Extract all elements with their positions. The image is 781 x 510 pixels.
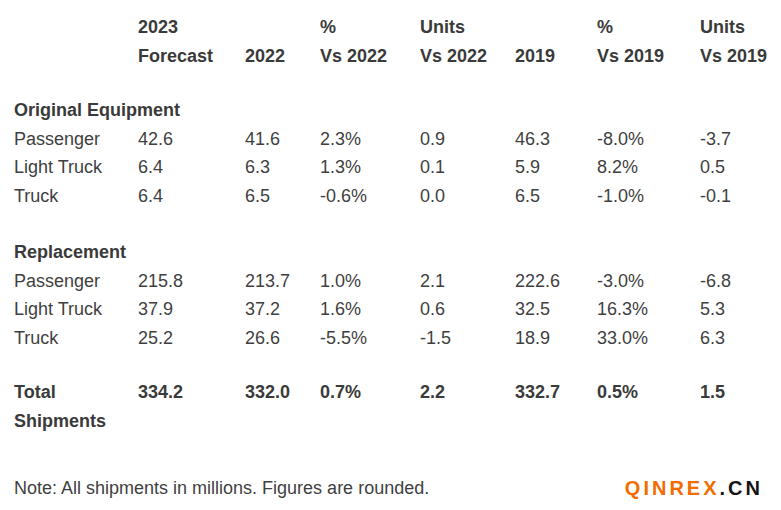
table-cell: 33.0% bbox=[597, 324, 700, 353]
table-cell: -0.6% bbox=[320, 182, 420, 211]
tire-shipments-table-page: 2023 Forecast 2022 % Vs 2022 Units Vs 20… bbox=[0, 0, 781, 510]
table-cell: -0.1 bbox=[700, 182, 781, 211]
table-cell: 5.9 bbox=[515, 153, 597, 182]
table-cell: -3.7 bbox=[700, 125, 781, 154]
table-cell: 6.5 bbox=[515, 182, 597, 211]
table-cell: 0.5% bbox=[597, 378, 700, 407]
header-line: Forecast bbox=[138, 42, 245, 71]
footnote: Note: All shipments in millions. Figures… bbox=[14, 478, 429, 499]
table-cell: 16.3% bbox=[597, 295, 700, 324]
table-cell: 1.0% bbox=[320, 267, 420, 296]
table-cell: 332.7 bbox=[515, 378, 597, 407]
section-title-original-equipment: Original Equipment bbox=[14, 96, 781, 125]
row-label: Light Truck bbox=[14, 295, 138, 324]
table-cell: 213.7 bbox=[245, 267, 320, 296]
row-label: Truck bbox=[14, 182, 138, 211]
header-units-vs-2019: Units Vs 2019 bbox=[700, 13, 781, 71]
table-cell: -1.5 bbox=[420, 324, 515, 353]
total-row-label: Total Shipments bbox=[14, 378, 124, 435]
table-cell: 0.6 bbox=[420, 295, 515, 324]
table-cell: 8.2% bbox=[597, 153, 700, 182]
table-row: Passenger 42.6 41.6 2.3% 0.9 46.3 -8.0% … bbox=[14, 125, 781, 154]
table-cell: -6.8 bbox=[700, 267, 781, 296]
table-row: Truck 25.2 26.6 -5.5% -1.5 18.9 33.0% 6.… bbox=[14, 324, 781, 353]
table-cell: 5.3 bbox=[700, 295, 781, 324]
header-line: Vs 2022 bbox=[320, 42, 420, 71]
table-header-row: 2023 Forecast 2022 % Vs 2022 Units Vs 20… bbox=[14, 13, 781, 71]
section-original-equipment: Original Equipment Passenger 42.6 41.6 2… bbox=[14, 96, 781, 210]
header-line: % bbox=[320, 13, 420, 42]
table-row: Passenger 215.8 213.7 1.0% 2.1 222.6 -3.… bbox=[14, 267, 781, 296]
qinrex-logo: QINREX.CN bbox=[625, 477, 763, 500]
table-row: Truck 6.4 6.5 -0.6% 0.0 6.5 -1.0% -0.1 bbox=[14, 182, 781, 211]
table-cell: 2.1 bbox=[420, 267, 515, 296]
logo-suffix-text: .CN bbox=[720, 477, 763, 499]
total-shipments-row: Total Shipments 334.2 332.0 0.7% 2.2 332… bbox=[14, 378, 781, 435]
header-line: Units bbox=[420, 13, 515, 42]
table-cell: 25.2 bbox=[138, 324, 245, 353]
section-replacement: Replacement Passenger 215.8 213.7 1.0% 2… bbox=[14, 238, 781, 352]
header-line: 2022 bbox=[245, 42, 320, 71]
table-cell: 334.2 bbox=[138, 378, 245, 407]
table-cell: 222.6 bbox=[515, 267, 597, 296]
table-cell: 0.7% bbox=[320, 378, 420, 407]
table-cell: 6.3 bbox=[700, 324, 781, 353]
row-label: Truck bbox=[14, 324, 138, 353]
header-line: Vs 2019 bbox=[700, 42, 781, 71]
footer: Note: All shipments in millions. Figures… bbox=[14, 477, 763, 500]
logo-brand-text: QINREX bbox=[625, 477, 720, 499]
table-cell: 37.2 bbox=[245, 295, 320, 324]
table-cell: 6.4 bbox=[138, 153, 245, 182]
header-line: Vs 2022 bbox=[420, 42, 515, 71]
section-title-replacement: Replacement bbox=[14, 238, 781, 267]
header-pct-vs-2022: % Vs 2022 bbox=[320, 13, 420, 71]
table-cell: 0.0 bbox=[420, 182, 515, 211]
table-cell: 32.5 bbox=[515, 295, 597, 324]
header-2023-forecast: 2023 Forecast bbox=[138, 13, 245, 71]
table-cell: 6.4 bbox=[138, 182, 245, 211]
table-cell: 1.5 bbox=[700, 378, 781, 407]
header-corner-empty bbox=[14, 13, 138, 71]
table-cell: 0.1 bbox=[420, 153, 515, 182]
table-cell: 18.9 bbox=[515, 324, 597, 353]
row-label: Passenger bbox=[14, 267, 138, 296]
header-units-vs-2022: Units Vs 2022 bbox=[420, 13, 515, 71]
table-cell: 0.9 bbox=[420, 125, 515, 154]
header-line: % bbox=[597, 13, 700, 42]
row-label: Light Truck bbox=[14, 153, 138, 182]
table-cell: -8.0% bbox=[597, 125, 700, 154]
table-cell: 6.3 bbox=[245, 153, 320, 182]
header-pct-vs-2019: % Vs 2019 bbox=[597, 13, 700, 71]
table-row: Light Truck 37.9 37.2 1.6% 0.6 32.5 16.3… bbox=[14, 295, 781, 324]
header-line: 2023 bbox=[138, 13, 245, 42]
table-cell: 332.0 bbox=[245, 378, 320, 407]
header-2022: 2022 bbox=[245, 13, 320, 71]
header-line: Vs 2019 bbox=[597, 42, 700, 71]
table-cell: 0.5 bbox=[700, 153, 781, 182]
table-cell: -1.0% bbox=[597, 182, 700, 211]
table-cell: 26.6 bbox=[245, 324, 320, 353]
table-cell: 6.5 bbox=[245, 182, 320, 211]
table-cell: 42.6 bbox=[138, 125, 245, 154]
header-line: 2019 bbox=[515, 42, 597, 71]
table-cell: 46.3 bbox=[515, 125, 597, 154]
table-cell: 41.6 bbox=[245, 125, 320, 154]
table-cell: -5.5% bbox=[320, 324, 420, 353]
table-cell: 2.3% bbox=[320, 125, 420, 154]
table-cell: 1.3% bbox=[320, 153, 420, 182]
table-cell: -3.0% bbox=[597, 267, 700, 296]
table-cell: 37.9 bbox=[138, 295, 245, 324]
table-row: Light Truck 6.4 6.3 1.3% 0.1 5.9 8.2% 0.… bbox=[14, 153, 781, 182]
header-2019: 2019 bbox=[515, 13, 597, 71]
table-cell: 2.2 bbox=[420, 378, 515, 407]
row-label: Passenger bbox=[14, 125, 138, 154]
table-cell: 1.6% bbox=[320, 295, 420, 324]
table-cell: 215.8 bbox=[138, 267, 245, 296]
header-line: Units bbox=[700, 13, 781, 42]
